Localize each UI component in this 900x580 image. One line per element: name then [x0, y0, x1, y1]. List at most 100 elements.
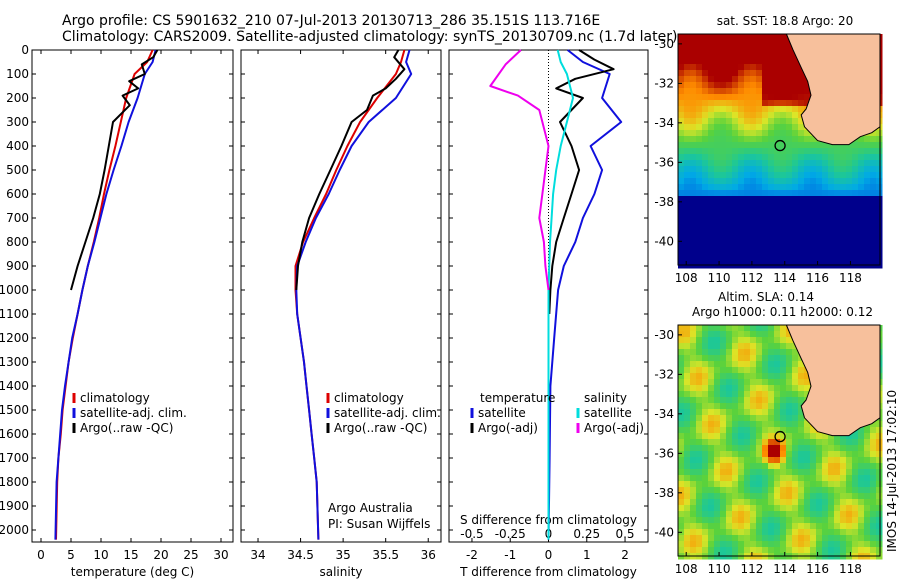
- map-cell: [738, 118, 745, 125]
- map-cell: [720, 445, 727, 452]
- map-cell: [684, 385, 691, 392]
- map-cell: [876, 244, 883, 251]
- map-cell: [714, 232, 721, 239]
- map-cell: [798, 367, 805, 374]
- map-cell: [690, 136, 697, 143]
- map-cell: [852, 487, 859, 494]
- map-cell: [786, 505, 793, 512]
- map-cell: [870, 529, 877, 536]
- map-cell: [780, 142, 787, 149]
- map-cell: [780, 433, 787, 440]
- map-cell: [732, 475, 739, 482]
- map-cell: [708, 379, 715, 386]
- map-cell: [768, 70, 775, 77]
- x-tick-label: 0: [37, 548, 45, 562]
- map-cell: [870, 475, 877, 482]
- y-tick-label: -36: [654, 446, 674, 460]
- map-cell: [864, 469, 871, 476]
- map-cell: [708, 232, 715, 239]
- map-cell: [768, 439, 775, 446]
- map-cell: [828, 166, 835, 173]
- map-cell: [858, 244, 865, 251]
- map-cell: [684, 154, 691, 161]
- map-cell: [762, 124, 769, 131]
- map-cell: [732, 172, 739, 179]
- map-cell: [780, 76, 787, 83]
- map-cell: [732, 511, 739, 518]
- map-cell: [864, 535, 871, 542]
- map-cell: [768, 124, 775, 131]
- map-cell: [732, 94, 739, 101]
- map-cell: [774, 226, 781, 233]
- map-cell: [834, 523, 841, 530]
- map-cell: [720, 517, 727, 524]
- map-cell: [876, 178, 883, 185]
- map-cell: [696, 325, 703, 332]
- map-cell: [762, 331, 769, 338]
- map-cell: [702, 415, 709, 422]
- map-cell: [816, 547, 823, 554]
- map-cell: [696, 136, 703, 143]
- map-cell: [840, 481, 847, 488]
- map-cell: [768, 130, 775, 137]
- map-cell: [822, 445, 829, 452]
- map-cell: [768, 34, 775, 41]
- map-cell: [726, 94, 733, 101]
- map-cell: [720, 238, 727, 245]
- xlabel-temp: temperature (deg C): [71, 565, 194, 579]
- map-cell: [678, 445, 685, 452]
- map-cell: [792, 118, 799, 125]
- map-cell: [720, 172, 727, 179]
- map-cell: [708, 475, 715, 482]
- map-cell: [714, 379, 721, 386]
- plot-frame-sal: [240, 49, 442, 543]
- map-cell: [798, 517, 805, 524]
- map-cell: [684, 463, 691, 470]
- map-cell: [810, 523, 817, 530]
- map-cell: [834, 475, 841, 482]
- map-cell: [726, 226, 733, 233]
- map-cell: [804, 208, 811, 215]
- map-cell: [780, 232, 787, 239]
- map-cell: [786, 469, 793, 476]
- map-cell: [684, 178, 691, 185]
- map-cell: [840, 535, 847, 542]
- map-cell: [768, 493, 775, 500]
- map-cell: [846, 202, 853, 209]
- map-cell: [780, 160, 787, 167]
- map-cell: [810, 232, 817, 239]
- map-cell: [834, 433, 841, 440]
- map-cell: [690, 355, 697, 362]
- map-cell: [708, 94, 715, 101]
- map-cell: [714, 355, 721, 362]
- map-cell: [870, 439, 877, 446]
- map-cell: [804, 196, 811, 203]
- map-cell: [744, 541, 751, 548]
- map-cell: [858, 517, 865, 524]
- map-cell: [780, 52, 787, 59]
- map-cell: [840, 487, 847, 494]
- map-cell: [798, 433, 805, 440]
- map-cell: [720, 178, 727, 185]
- map-cell: [804, 136, 811, 143]
- map-cell: [810, 487, 817, 494]
- map-cell: [780, 40, 787, 47]
- map-cell: [774, 34, 781, 41]
- map-cell: [726, 373, 733, 380]
- map-cell: [756, 106, 763, 113]
- map-cell: [756, 112, 763, 119]
- map-cell: [756, 487, 763, 494]
- map-cell: [786, 379, 793, 386]
- map-cell: [690, 46, 697, 53]
- map-cell: [714, 433, 721, 440]
- map-cell: [702, 529, 709, 536]
- map-cell: [822, 517, 829, 524]
- map-cell: [714, 40, 721, 47]
- map-cell: [774, 535, 781, 542]
- map-cell: [708, 82, 715, 89]
- map-cell: [750, 373, 757, 380]
- map-cell: [774, 136, 781, 143]
- map-cell: [876, 202, 883, 209]
- map-cell: [828, 148, 835, 155]
- map-cell: [846, 535, 853, 542]
